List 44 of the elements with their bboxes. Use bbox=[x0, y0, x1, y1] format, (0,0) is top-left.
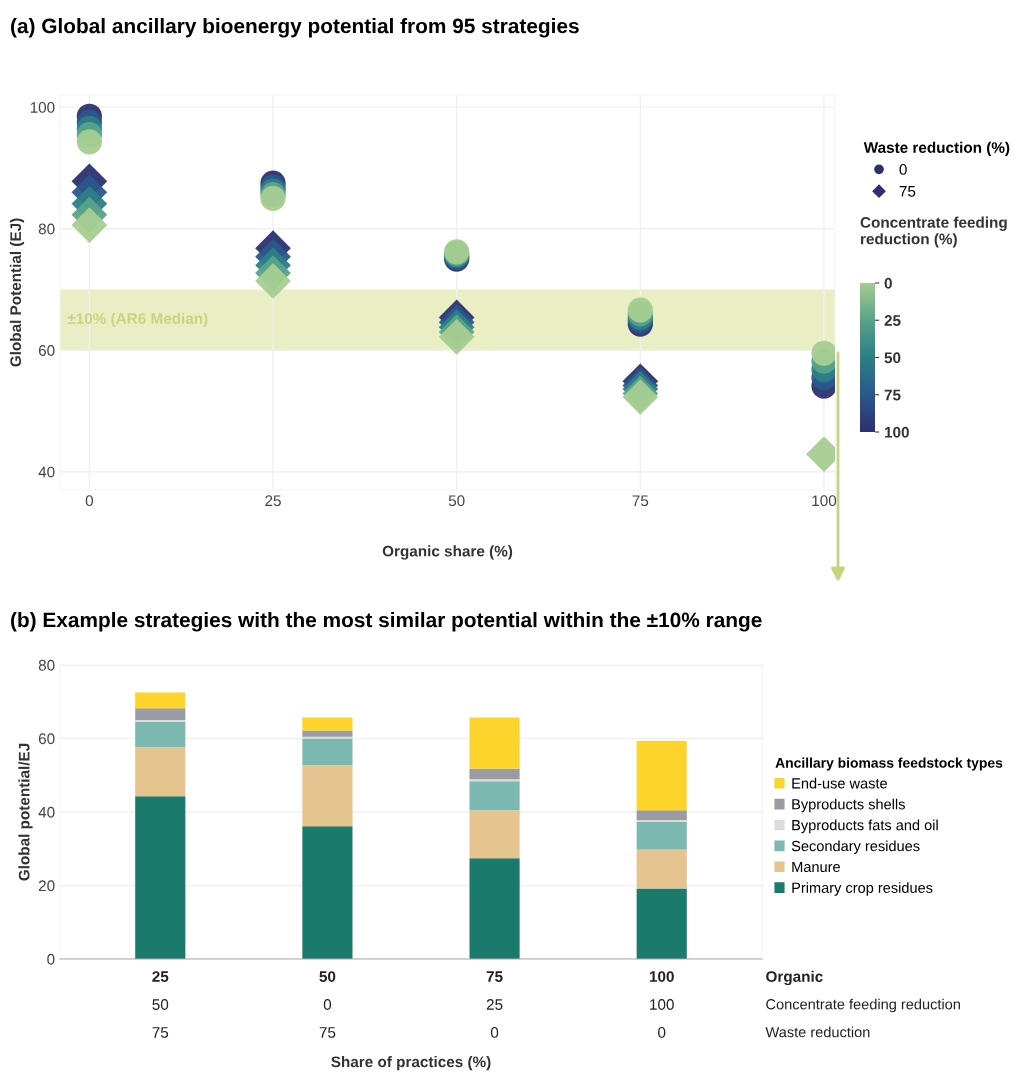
color-bar-title: Concentrate feeding reduction (%) bbox=[860, 216, 1007, 248]
x-tick-label: 75 bbox=[632, 495, 649, 507]
legend-label: End-use waste bbox=[792, 777, 887, 789]
x-axis-title: Organic share (%) bbox=[382, 545, 513, 560]
legend-label: Secondary residues bbox=[791, 840, 920, 855]
legend-title: Ancillary biomass feedstock types bbox=[775, 757, 1003, 771]
band-label: ±10% (AR6 Median) bbox=[67, 312, 208, 327]
text: Concentrate feeding reduction bbox=[766, 998, 960, 1013]
legend-label: Primary crop residues bbox=[792, 882, 933, 896]
legend-title: Waste reduction (%) bbox=[863, 141, 1010, 156]
x-tick-label: 25 bbox=[265, 495, 281, 507]
y-tick-label: 100 bbox=[30, 102, 55, 113]
color-bar-label: 75 bbox=[884, 389, 901, 401]
y-axis-title: Global Potential (EJ) bbox=[9, 218, 25, 367]
y-tick-label: 60 bbox=[38, 345, 55, 356]
y-tick-label: 60 bbox=[38, 733, 55, 745]
x-tick-label: 0 bbox=[85, 495, 94, 507]
y-tick-label: 40 bbox=[38, 466, 55, 478]
chart-title: (b) Example strategies with the most similar potential within the ±10% range bbox=[11, 612, 762, 632]
y-tick-label: 80 bbox=[38, 223, 55, 235]
x-tick-label: 75 25 0 bbox=[486, 971, 503, 1038]
legend-label: Manure bbox=[792, 861, 840, 873]
x-tick-label: 50 bbox=[448, 495, 465, 507]
x-axis-title: Share of practices (%) bbox=[331, 1056, 491, 1071]
x-tick-label: 100 100 0 bbox=[649, 971, 674, 1038]
y-tick-label: 0 bbox=[47, 953, 55, 965]
x-tick-label: 50 0 75 bbox=[319, 971, 336, 1038]
y-axis-title: Global potential/EJ bbox=[18, 743, 33, 881]
color-bar-label: 100 bbox=[884, 426, 909, 438]
chart-title: (a) Global ancillary bioenergy potential from 95 strategies bbox=[11, 18, 579, 38]
x-tick-label: 25 50 75 bbox=[152, 971, 169, 1038]
y-tick-label: 40 bbox=[38, 806, 55, 818]
color-bar-label: 0 bbox=[884, 277, 892, 289]
x-tick-label: 100 bbox=[812, 495, 837, 507]
text: Organic bbox=[766, 970, 823, 986]
legend-label: 0 bbox=[899, 164, 907, 175]
y-tick-label: 20 bbox=[38, 880, 55, 892]
color-bar-label: 25 bbox=[884, 315, 901, 326]
legend-label: Byproducts shells bbox=[792, 798, 905, 813]
color-bar-label: 50 bbox=[884, 352, 901, 364]
legend-label: 75 bbox=[899, 186, 916, 197]
y-tick-label: 80 bbox=[38, 659, 55, 671]
legend-label: Byproducts fats and oil bbox=[792, 819, 938, 834]
text: Waste reduction bbox=[765, 1026, 870, 1038]
